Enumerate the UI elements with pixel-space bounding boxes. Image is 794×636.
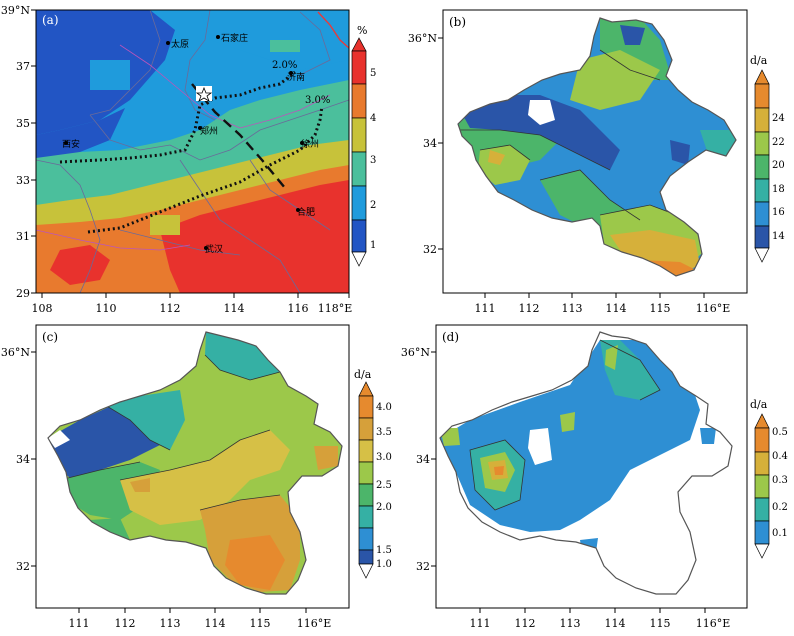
a-lat-33: 33 [16, 174, 30, 187]
d-lon-111: 111 [470, 617, 491, 630]
cb-d-0-4: 0.4 [772, 451, 788, 462]
d-lat-36: 36°N [401, 346, 430, 359]
b-lat-32: 32 [423, 243, 437, 256]
cb-c-4-0: 4.0 [376, 402, 392, 413]
a-lon-110: 110 [96, 302, 117, 315]
b-lon-114: 114 [606, 302, 627, 315]
cb-b-14: 14 [772, 231, 785, 242]
cb-b-18: 18 [772, 184, 785, 195]
a-lon-108: 108 [32, 302, 53, 315]
cb-c-3-0: 3.0 [376, 452, 392, 463]
cb-a-5: 5 [370, 68, 376, 79]
d-lon-115: 115 [650, 617, 671, 630]
c-lon-112: 112 [115, 617, 136, 630]
cb-c-2-5: 2.5 [376, 480, 392, 491]
cb-a-1: 1 [370, 240, 376, 251]
cb-c-2-0: 2.0 [376, 502, 392, 513]
colorbar-c-unit: d/a [354, 368, 372, 381]
city-wuhan: 武汉 [205, 243, 223, 255]
panel-a: 39°N 37 35 33 31 29 108 110 112 114 116 … [1, 4, 377, 315]
d-lon-112: 112 [515, 617, 536, 630]
a-lat-35: 35 [16, 117, 30, 130]
cb-b-20: 20 [772, 160, 785, 171]
d-lat-34: 34 [416, 453, 430, 466]
cb-d-0-1: 0.1 [772, 528, 788, 539]
c-lon-114: 114 [205, 617, 226, 630]
city-hefei: 合肥 [297, 206, 315, 218]
d-lon-113: 113 [560, 617, 581, 630]
a-lon-114: 114 [224, 302, 245, 315]
colorbar-b: d/a 14 16 18 20 22 24 [750, 54, 785, 263]
panel-b-label: (b) [449, 15, 466, 29]
a-lon-118: 118°E [318, 302, 353, 315]
c-lon-111: 111 [69, 617, 90, 630]
panel-b: 36°N 34 32 111 112 113 114 115 116°E (b)… [408, 9, 785, 315]
colorbar-c: d/a 1.0 1.5 2.0 2.5 3.0 3.5 4.0 [354, 368, 392, 579]
cb-a-4: 4 [370, 113, 376, 124]
cb-d-0-3: 0.3 [772, 475, 788, 486]
a-contour-label-2: 2.0% [272, 60, 297, 71]
colorbar-d-unit: d/a [750, 398, 768, 411]
b-lat-34: 34 [423, 137, 437, 150]
colorbar-b-unit: d/a [750, 54, 768, 67]
b-lon-116: 116°E [696, 302, 731, 315]
panel-d-label: (d) [442, 330, 459, 344]
cb-d-0-2: 0.2 [772, 502, 788, 513]
cb-c-1-0: 1.0 [376, 559, 392, 570]
b-lat-36: 36°N [408, 32, 437, 45]
panel-a-field [36, 10, 349, 293]
b-lon-113: 113 [562, 302, 583, 315]
d-lon-114: 114 [605, 617, 626, 630]
panel-c: 36°N 34 32 111 112 113 114 115 116°E (c)… [1, 324, 392, 630]
cb-c-1-5: 1.5 [376, 545, 392, 556]
c-lon-115: 115 [250, 617, 271, 630]
a-cities: 太原 石家庄 济南 郑州 徐州 西安 合肥 武汉 [62, 32, 319, 255]
c-lat-32: 32 [16, 560, 30, 573]
city-taiyuan: 太原 [171, 38, 189, 50]
city-xian: 西安 [62, 138, 80, 150]
cb-a-2: 2 [370, 200, 376, 211]
cb-b-16: 16 [772, 207, 785, 218]
city-jinan: 济南 [287, 71, 305, 83]
cb-d-0-5: 0.5 [772, 427, 788, 438]
a-lat-31: 31 [16, 230, 30, 243]
c-lat-36: 36°N [1, 346, 30, 359]
panel-a-label: (a) [42, 13, 59, 27]
b-lon-112: 112 [519, 302, 540, 315]
panel-d: 36°N 34 32 111 112 113 114 115 116°E (d)… [401, 324, 788, 630]
a-lon-116: 116 [288, 302, 309, 315]
a-lat-37: 37 [16, 60, 30, 73]
city-zhengzhou: 郑州 [200, 125, 218, 137]
cb-b-24: 24 [772, 113, 785, 124]
a-contour-label-3: 3.0% [305, 95, 330, 106]
city-shijiazhuang: 石家庄 [221, 32, 248, 44]
b-lon-111: 111 [475, 302, 496, 315]
a-lat-39: 39°N [1, 4, 30, 17]
panel-c-label: (c) [42, 330, 58, 344]
a-lat-29: 29 [16, 287, 30, 300]
d-lat-32: 32 [416, 560, 430, 573]
a-lon-112: 112 [160, 302, 181, 315]
c-lon-113: 113 [160, 617, 181, 630]
cb-b-22: 22 [772, 137, 785, 148]
star-icon [195, 86, 213, 102]
colorbar-a-unit: % [357, 24, 367, 37]
cb-c-3-5: 3.5 [376, 427, 392, 438]
city-xuzhou: 徐州 [301, 138, 319, 150]
c-lon-116: 116°E [297, 617, 332, 630]
cb-a-3: 3 [370, 155, 376, 166]
d-lon-116: 116°E [696, 617, 731, 630]
colorbar-a: % 1 2 3 4 5 [351, 24, 376, 267]
b-lon-115: 115 [650, 302, 671, 315]
c-lat-34: 34 [16, 453, 30, 466]
colorbar-d: d/a 0.1 0.2 0.3 0.4 0.5 [750, 398, 788, 559]
